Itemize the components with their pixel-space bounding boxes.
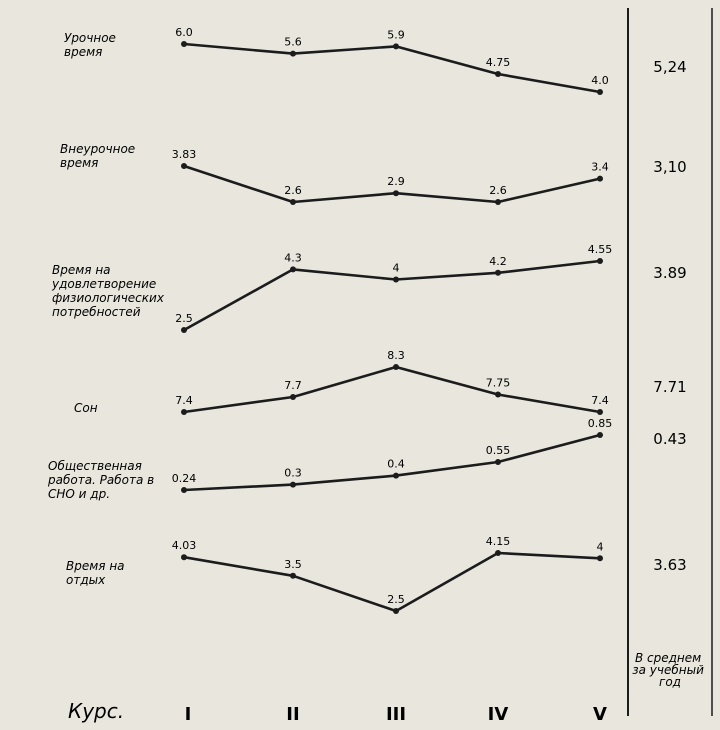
series-6-point-1 (181, 554, 187, 561)
series-1-point-2 (290, 50, 296, 57)
series-1-point-4 (495, 71, 501, 77)
series-6-value-label-5: 4 (597, 540, 604, 553)
series-2-average: 3,10 (653, 158, 686, 176)
series-2-point-4 (495, 199, 501, 205)
series-2-value-label-1: 3.83 (172, 148, 197, 161)
series-2-point-1 (181, 163, 187, 169)
series-2-value-label-5: 3.4 (591, 161, 609, 174)
series-name-5: Общественная работа. Работа в СНО и др. (47, 459, 154, 501)
series-1-value-label-2: 5.6 (284, 36, 302, 49)
series-1-average: 5,24 (653, 58, 686, 76)
series-line-1 (183, 42, 601, 94)
series-3-point-2 (290, 266, 296, 273)
series-name-4: Сон (74, 401, 98, 415)
series-name-3: Время на удовлетворение физиологических пот… (51, 263, 165, 319)
series-3-point-3 (393, 276, 399, 283)
series-2-value-label-2: 2.6 (284, 184, 302, 197)
series-1-value-label-1: 6.0 (175, 26, 193, 39)
average-header-line-3: год (659, 675, 681, 689)
series-3-value-label-1: 2.5 (175, 312, 193, 325)
series-1-point-5 (597, 89, 603, 95)
series-5-point-1 (181, 487, 187, 493)
series-1-value-label-5: 4.0 (591, 74, 609, 87)
series-3-point-4 (495, 269, 501, 276)
series-3-value-label-3: 4 (393, 262, 400, 275)
series-3-average: 3.89 (653, 264, 686, 282)
series-5-value-label-5: 0.85 (588, 417, 613, 430)
series-1-value-label-4: 4.75 (486, 56, 511, 69)
series-4-point-4 (495, 391, 501, 398)
series-6-value-label-1: 4.03 (172, 539, 197, 552)
series-6-point-4 (495, 550, 501, 556)
series-1-point-1 (181, 41, 187, 47)
series-2-point-3 (393, 190, 399, 197)
series-5-value-label-1: 0.24 (172, 472, 197, 485)
series-2-value-label-3: 2.9 (387, 175, 405, 188)
series-6-value-label-3: 2.5 (387, 593, 405, 606)
series-name-1: Урочное время (64, 31, 116, 59)
x-axis: Курс. I II III IV V (68, 699, 607, 725)
average-column-header: В среднем за учебный год (632, 651, 707, 689)
series-4-value-label-2: 7.7 (284, 379, 302, 392)
series-4-value-label-3: 8.3 (387, 349, 405, 362)
series-line-4 (183, 365, 601, 414)
x-tick-label-2: II (286, 704, 299, 725)
series-6-point-5 (597, 555, 603, 562)
series-4-value-label-1: 7.4 (175, 394, 193, 407)
series-5-point-4 (495, 459, 501, 465)
series-layer (181, 41, 603, 614)
series-6-value-label-4: 4.15 (486, 535, 511, 548)
series-6-average: 3.63 (653, 556, 686, 574)
series-5-point-5 (597, 432, 603, 438)
series-name-6: Время на отдых (66, 559, 125, 587)
series-1-value-label-3: 5.9 (387, 28, 405, 41)
x-axis-label: Курс. (68, 699, 124, 723)
series-2-point-2 (290, 199, 296, 205)
series-3-value-label-5: 4.55 (588, 243, 613, 256)
series-1-point-3 (393, 43, 399, 50)
series-name-2: Внеурочное время (60, 142, 135, 170)
series-5-average: 0.43 (653, 430, 686, 448)
series-5-value-label-4: 0.55 (486, 444, 511, 457)
averages-layer: 5,24 3,10 3.89 7.71 0.43 3.63 (653, 58, 686, 574)
series-4-point-1 (181, 409, 187, 415)
series-4-average: 7.71 (653, 378, 686, 396)
series-4-point-5 (597, 409, 603, 415)
x-tick-label-3: III (386, 704, 406, 725)
series-4-point-3 (393, 364, 399, 370)
series-5-value-label-2: 0.3 (284, 467, 302, 480)
x-tick-label-5: V (593, 704, 607, 725)
series-4-value-label-5: 7.4 (591, 394, 609, 407)
x-tick-label-1: I (185, 704, 192, 725)
series-2-point-5 (597, 175, 603, 182)
series-5-point-2 (290, 481, 296, 488)
series-3-point-1 (181, 327, 187, 333)
series-6-point-2 (290, 572, 296, 579)
series-6-point-3 (393, 608, 399, 614)
series-5-point-3 (393, 472, 399, 479)
labels-layer: 6.0 5.6 5.9 4.75 4.0 Урочное время 3.83 2.6 2.9 2.… (47, 26, 612, 606)
series-2-value-label-4: 2.6 (489, 184, 507, 197)
series-3-value-label-4: 4.2 (489, 255, 507, 268)
average-header-line-2: за учебный (632, 663, 704, 677)
series-6-value-label-2: 3.5 (284, 558, 302, 571)
series-3-point-5 (597, 258, 603, 264)
average-header-line-1: В среднем (635, 651, 701, 665)
x-tick-label-4: IV (488, 704, 509, 725)
series-3-value-label-2: 4.3 (284, 251, 302, 264)
series-4-point-2 (290, 394, 296, 400)
series-4-value-label-4: 7.75 (486, 377, 511, 390)
series-5-value-label-3: 0.4 (387, 458, 405, 471)
